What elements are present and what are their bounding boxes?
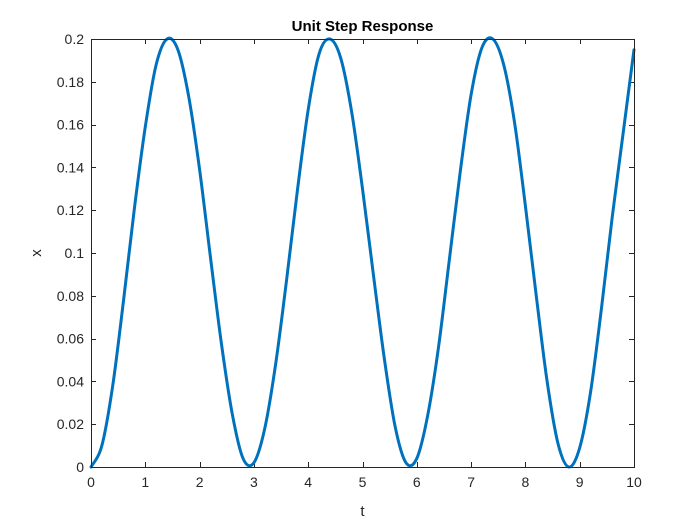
- x-tick-label: 8: [522, 474, 530, 490]
- plot-area: [91, 39, 634, 467]
- x-tick-label: 10: [626, 474, 642, 490]
- y-tick-label: 0: [76, 459, 84, 475]
- series-line: [89, 36, 636, 469]
- x-tick-label: 0: [87, 474, 95, 490]
- x-tick-label: 4: [304, 474, 312, 490]
- x-axis-ticks: 0 1 2 3 4 5 6 7 8 9 10: [87, 39, 642, 490]
- x-axis-label: t: [360, 503, 365, 520]
- y-axis-label: x: [28, 249, 45, 257]
- y-tick-label: 0.16: [57, 117, 84, 133]
- y-tick-label: 0.14: [57, 159, 84, 175]
- y-tick-label: 0.18: [57, 74, 84, 90]
- x-tick-label: 2: [196, 474, 204, 490]
- y-tick-label: 0.02: [57, 416, 84, 432]
- y-tick-label: 0.08: [57, 288, 84, 304]
- y-axis-ticks: 0 0.02 0.04 0.06 0.08 0.1 0.12 0.14 0.16 0.18 0.2: [57, 31, 634, 475]
- x-tick-label: 7: [467, 474, 475, 490]
- axes-box: [91, 39, 635, 468]
- chart-title: Unit Step Response: [292, 18, 434, 35]
- x-tick-label: 1: [141, 474, 149, 490]
- x-tick-label: 3: [250, 474, 258, 490]
- y-tick-label: 0.06: [57, 331, 84, 347]
- x-tick-label: 5: [359, 474, 367, 490]
- y-tick-label: 0.1: [65, 245, 85, 261]
- x-tick-label: 6: [413, 474, 421, 490]
- y-tick-label: 0.2: [65, 31, 85, 47]
- x-tick-label: 9: [576, 474, 584, 490]
- series-group: [89, 36, 636, 469]
- y-tick-label: 0.12: [57, 202, 84, 218]
- y-tick-label: 0.04: [57, 373, 84, 389]
- axes: 0 1 2 3 4 5 6 7 8 9 10 0 0.02 0.04 0.06 0.08 0.1 0.12 0.1…: [57, 31, 642, 490]
